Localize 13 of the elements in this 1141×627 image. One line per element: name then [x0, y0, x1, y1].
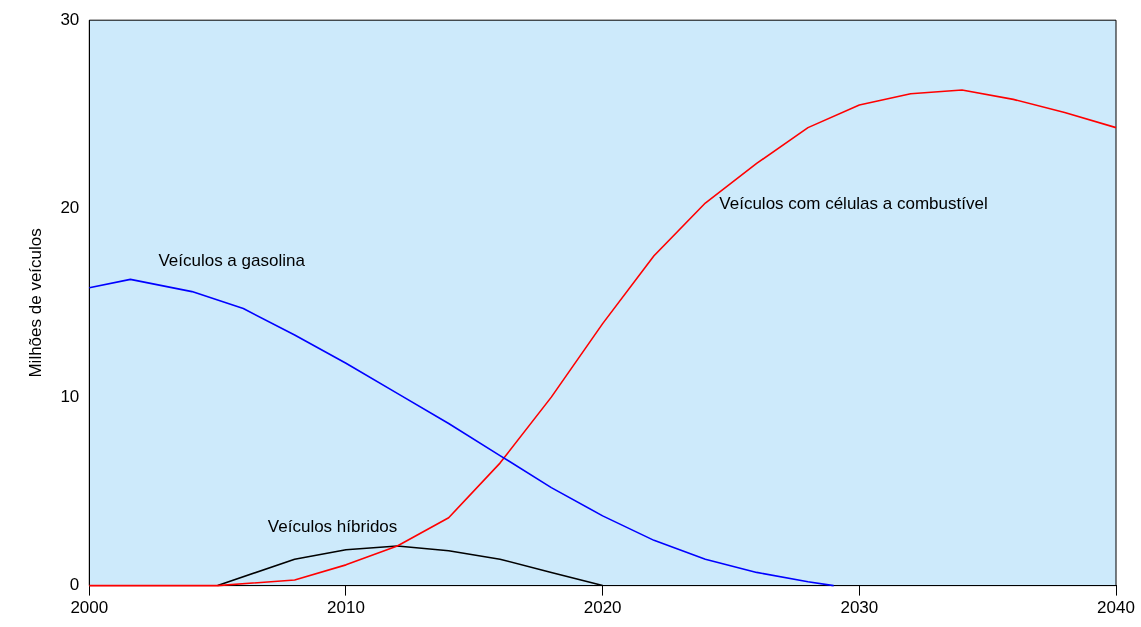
y-tick-label: 0: [69, 575, 80, 595]
x-tick-label: 2000: [70, 598, 109, 618]
series-label: Veículos a gasolina: [158, 250, 306, 270]
series-label: Veículos com células a combustível: [719, 194, 988, 214]
y-tick-label: 20: [60, 198, 80, 218]
x-tick-label: 2030: [840, 598, 879, 618]
x-tick-label: 2010: [327, 598, 365, 618]
y-tick-label: 10: [60, 386, 80, 406]
x-tick-label: 2040: [1097, 598, 1135, 618]
series-label: Veículos híbridos: [267, 517, 398, 537]
y-tick-label: 30: [60, 9, 80, 29]
y-axis-title: Milhões de veículos: [25, 228, 45, 378]
x-tick-label: 2020: [583, 598, 622, 618]
